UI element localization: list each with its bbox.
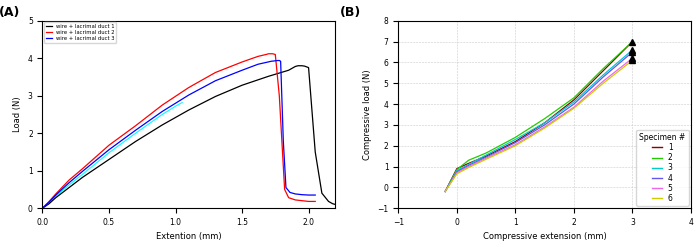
4 [482, 156, 490, 159]
Line: 5: 5 [445, 58, 633, 191]
2 [599, 67, 607, 70]
1 [453, 167, 461, 170]
5 [628, 57, 637, 60]
1 [570, 98, 578, 101]
6 [453, 172, 461, 175]
Line: 1: 1 [445, 41, 633, 191]
6 [628, 59, 637, 62]
2 [453, 168, 461, 171]
5 [441, 190, 449, 193]
3 [482, 154, 490, 157]
3 [570, 101, 578, 103]
X-axis label: Compressive extension (mm): Compressive extension (mm) [483, 232, 607, 242]
3 [599, 73, 607, 76]
Text: (A): (A) [0, 6, 20, 19]
6 [540, 126, 549, 129]
2 [628, 40, 637, 43]
2 [464, 159, 473, 162]
4 [599, 76, 607, 79]
5 [464, 165, 473, 168]
1 [511, 140, 519, 143]
5 [599, 80, 607, 83]
Line: 4: 4 [445, 52, 633, 191]
1 [482, 155, 490, 158]
2 [441, 190, 449, 193]
5 [453, 171, 461, 174]
6 [570, 107, 578, 110]
2 [570, 96, 578, 99]
Line: 3: 3 [445, 50, 633, 191]
3 [453, 169, 461, 172]
4 [628, 51, 637, 54]
4 [441, 190, 449, 193]
6 [482, 158, 490, 161]
1 [464, 162, 473, 165]
Y-axis label: Load (N): Load (N) [13, 97, 22, 132]
5 [511, 143, 519, 146]
6 [599, 82, 607, 85]
1 [441, 190, 449, 193]
3 [511, 138, 519, 141]
6 [441, 190, 449, 193]
3 [441, 190, 449, 193]
2 [511, 136, 519, 139]
X-axis label: Extention (mm): Extention (mm) [156, 232, 222, 242]
Line: 2: 2 [445, 41, 633, 191]
2 [482, 151, 490, 154]
1 [628, 40, 637, 43]
2 [540, 117, 549, 120]
5 [540, 125, 549, 128]
4 [464, 164, 473, 167]
Text: (B): (B) [340, 6, 361, 19]
6 [511, 144, 519, 147]
4 [540, 124, 549, 126]
5 [482, 157, 490, 160]
Line: 6: 6 [445, 60, 633, 191]
Legend: 1, 2, 3, 4, 5, 6: 1, 2, 3, 4, 5, 6 [636, 130, 689, 206]
4 [453, 170, 461, 173]
Y-axis label: Compressive load (N): Compressive load (N) [363, 69, 372, 160]
Legend: wire + lacrimal duct 1, wire + lacrimal duct 2, wire + lacrimal duct 3: wire + lacrimal duct 1, wire + lacrimal … [44, 22, 117, 43]
5 [570, 106, 578, 109]
6 [464, 166, 473, 169]
3 [464, 163, 473, 166]
1 [540, 121, 549, 124]
4 [570, 103, 578, 105]
3 [628, 48, 637, 51]
4 [511, 141, 519, 144]
3 [540, 121, 549, 124]
1 [599, 69, 607, 72]
